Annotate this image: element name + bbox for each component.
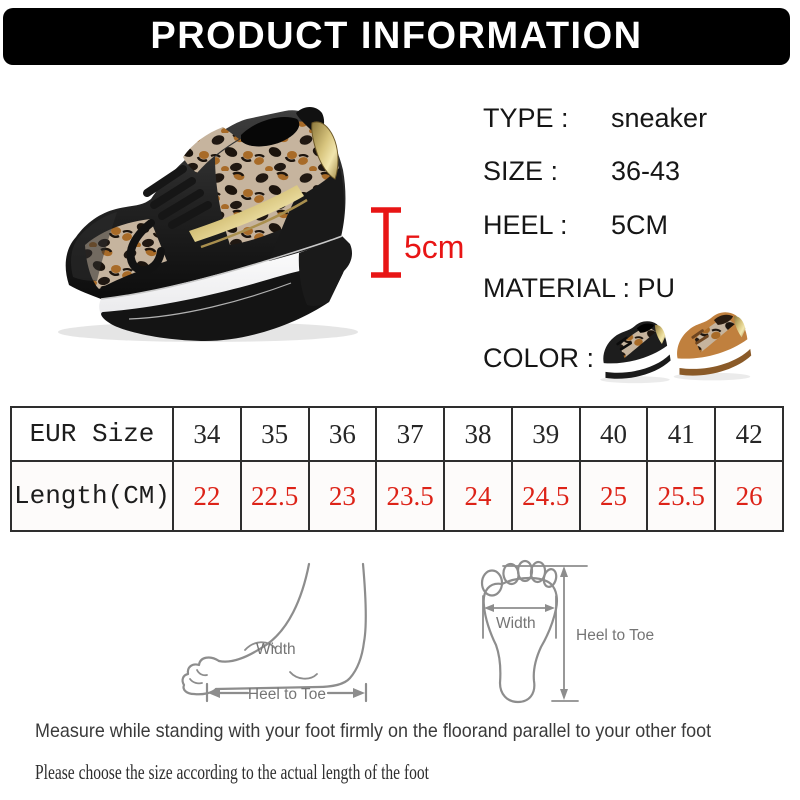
- length-cell: 23: [307, 460, 378, 532]
- spec-row-type: TYPE : sneaker: [483, 103, 707, 134]
- eur-size-cell: 35: [239, 406, 310, 462]
- eur-size-cell: 38: [443, 406, 513, 462]
- footnote-measure-instruction: Measure while standing with your foot fi…: [35, 720, 712, 742]
- spec-size-value: 36-43: [611, 156, 681, 186]
- length-cell: 26: [714, 460, 784, 532]
- size-conversion-table: EUR Size 34 35 36 37 38 39 40 41 42 Leng…: [10, 406, 784, 532]
- eur-size-header-cell: EUR Size: [10, 406, 174, 462]
- spec-type-label: TYPE :: [483, 103, 569, 133]
- side-view-length-label: Heel to Toe: [248, 686, 326, 703]
- length-cell: 22.5: [239, 460, 310, 532]
- length-cm-row: Length(CM) 22 22.5 23 23.5 24 24.5 25 25…: [10, 460, 784, 532]
- spec-row-size: SIZE : 36-43: [483, 156, 680, 187]
- length-cell: 24.5: [510, 460, 581, 532]
- top-view-width-label: Width: [496, 615, 536, 632]
- length-cell: 22: [172, 460, 242, 532]
- length-cell: 25: [578, 460, 649, 532]
- color-swatch-black-leopard: [600, 321, 671, 384]
- side-view-width-label: Width: [256, 641, 296, 658]
- length-cell: 25.5: [646, 460, 717, 532]
- spec-heel-value: 5CM: [611, 210, 669, 240]
- spec-heel-label: HEEL :: [483, 210, 568, 240]
- eur-size-row: EUR Size 34 35 36 37 38 39 40 41 42: [10, 406, 784, 462]
- header-banner: PRODUCT INFORMATION: [3, 8, 790, 65]
- foot-side-view-diagram: Width Heel to Toe: [181, 562, 368, 703]
- sneaker-illustration: [58, 107, 358, 342]
- spec-row-color: COLOR :: [483, 343, 594, 374]
- eur-size-cell: 42: [714, 406, 784, 462]
- foot-measuring-diagram: Width Heel to Toe Width: [181, 559, 654, 704]
- eur-size-cell: 36: [307, 406, 378, 462]
- product-photo-main-sneaker: [58, 107, 358, 342]
- top-view-length-label: Heel to Toe: [576, 627, 654, 644]
- color-swatch-brown-leopard: [673, 312, 752, 381]
- eur-size-cell: 40: [578, 406, 649, 462]
- spec-material-value: PU: [637, 273, 676, 303]
- spec-type-value: sneaker: [611, 103, 708, 133]
- spec-row-material: MATERIAL : PU: [483, 273, 675, 304]
- length-cell: 24: [443, 460, 513, 532]
- foot-top-view-diagram: Width Heel to Toe: [480, 559, 654, 704]
- heel-height-label: 5cm: [404, 229, 465, 265]
- spec-row-heel: HEEL : 5CM: [483, 210, 668, 241]
- page-title: PRODUCT INFORMATION: [150, 15, 643, 57]
- length-cell: 23.5: [375, 460, 446, 532]
- eur-size-cell: 41: [646, 406, 717, 462]
- spec-color-label: COLOR :: [483, 343, 595, 373]
- footnote-choose-size: Please choose the size according to the …: [35, 760, 429, 784]
- length-header-cell: Length(CM): [10, 460, 174, 532]
- eur-size-cell: 34: [172, 406, 242, 462]
- heel-height-indicator-icon: [371, 207, 401, 278]
- eur-size-cell: 39: [510, 406, 581, 462]
- spec-material-label: MATERIAL :: [483, 273, 631, 303]
- spec-size-label: SIZE :: [483, 156, 559, 186]
- eur-size-cell: 37: [375, 406, 446, 462]
